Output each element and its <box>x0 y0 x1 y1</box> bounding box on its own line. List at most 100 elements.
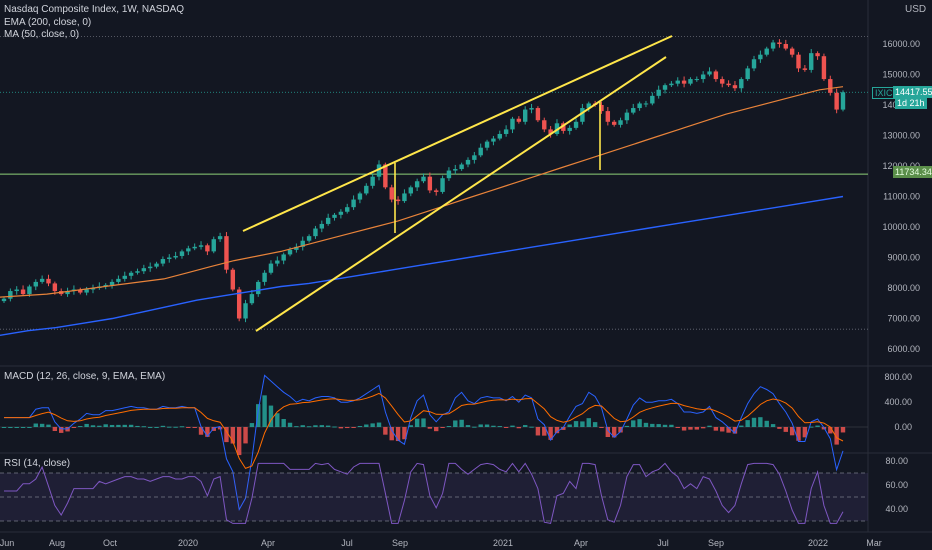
candle-body <box>624 112 630 121</box>
macd-hist-bar <box>675 427 680 428</box>
candle-body <box>681 80 687 84</box>
macd-hist-bar <box>97 425 102 427</box>
ema-legend[interactable]: EMA (200, close, 0) <box>4 17 92 28</box>
time-axis-tick: Sep <box>392 538 408 548</box>
candle-body <box>535 108 541 121</box>
candle-body <box>611 121 617 125</box>
macd-hist-bar <box>408 425 413 427</box>
candle-body <box>167 257 172 260</box>
candle-body <box>408 187 413 194</box>
candle-body <box>116 278 121 282</box>
candle-body <box>395 199 401 202</box>
candle-body <box>789 48 795 55</box>
macd-hist-bar <box>777 427 782 429</box>
candle-body <box>243 303 248 319</box>
candle-body <box>694 79 700 81</box>
candle-body <box>262 272 267 282</box>
macd-hist-bar <box>8 427 13 428</box>
macd-hist-bar <box>179 426 185 428</box>
macd-hist-bar <box>758 417 763 427</box>
candle-body <box>103 284 108 287</box>
price-axis-tick: 9000.00 <box>887 253 920 263</box>
price-axis-tick: 15000.00 <box>882 70 920 80</box>
candle-body <box>84 289 89 293</box>
candle-body <box>46 278 51 284</box>
macd-hist-bar <box>160 425 166 427</box>
candle-body <box>491 138 496 142</box>
macd-hist-bar <box>713 427 719 431</box>
macd-hist-bar <box>783 427 788 432</box>
macd-hist-bar <box>497 426 502 428</box>
macd-hist-bar <box>249 423 255 427</box>
macd-hist-bar <box>828 427 833 434</box>
macd-hist-bar <box>275 413 280 427</box>
macd-hist-bar <box>707 425 712 427</box>
macd-hist-bar <box>472 426 477 428</box>
macd-hist-bar <box>84 423 89 427</box>
candle-body <box>345 207 350 212</box>
macd-hist-bar <box>230 427 236 444</box>
candle-body <box>764 48 769 55</box>
candle-body <box>211 239 216 252</box>
macd-hist-bar <box>300 425 305 427</box>
macd-hist-bar <box>459 419 464 427</box>
candle-body <box>78 289 83 293</box>
candle-body <box>567 127 572 131</box>
candle-body <box>548 129 553 134</box>
time-axis-tick: Mar <box>866 538 882 548</box>
macd-hist-bar <box>313 425 318 427</box>
candle-body <box>802 68 808 70</box>
candle-body <box>707 71 712 75</box>
macd-hist-bar <box>243 427 248 444</box>
ma-legend[interactable]: MA (50, close, 0) <box>4 29 80 40</box>
macd-hist-bar <box>522 425 528 427</box>
candle-body <box>446 170 452 179</box>
macd-hist-bar <box>421 418 426 427</box>
macd-hist-bar <box>414 418 420 427</box>
time-axis-tick: Sep <box>708 538 724 548</box>
candle-body <box>186 248 191 252</box>
candle-body <box>751 59 757 69</box>
macd-hist-bar <box>605 427 611 438</box>
macd-hist-bar <box>224 427 229 443</box>
macd-hist-bar <box>732 427 738 434</box>
candle-body <box>497 133 502 139</box>
candle-body <box>434 190 439 192</box>
candle-body <box>224 236 229 270</box>
macd-hist-bar <box>147 426 153 428</box>
macd-hist-bar <box>751 417 757 427</box>
macd-hist-bar <box>561 427 566 430</box>
macd-hist-bar <box>720 427 725 432</box>
macd-hist-bar <box>46 424 51 427</box>
candle-body <box>605 111 611 122</box>
macd-hist-bar <box>809 426 814 428</box>
price-axis-tick: 11000.00 <box>883 192 920 202</box>
rsi-label[interactable]: RSI (14, close) <box>4 458 71 469</box>
macd-hist-bar <box>624 425 630 427</box>
candle-body <box>160 259 166 264</box>
macd-hist-bar <box>287 422 293 427</box>
time-axis-tick: Aug <box>49 538 65 548</box>
candle-body <box>726 83 731 86</box>
candle-body <box>65 291 70 295</box>
macd-hist-bar <box>611 427 617 438</box>
candle-body <box>834 92 839 110</box>
candle-body <box>249 294 255 304</box>
macd-hist-bar <box>173 426 178 428</box>
macd-hist-bar <box>135 425 140 427</box>
macd-hist-bar <box>52 427 58 432</box>
macd-hist-bar <box>376 422 382 427</box>
macd-hist-bar <box>236 427 242 456</box>
macd-hist-bar <box>503 427 509 428</box>
candle-body <box>389 187 394 200</box>
currency-label[interactable]: USD <box>905 4 927 15</box>
macd-hist-bar <box>345 427 350 429</box>
candle-body <box>529 108 534 110</box>
candle-body <box>465 159 471 165</box>
candle-body <box>256 281 261 295</box>
candle-body <box>205 245 210 252</box>
macd-hist-bar <box>39 423 45 427</box>
macd-label[interactable]: MACD (12, 26, close, 9, EMA, EMA) <box>4 371 166 382</box>
macd-hist-bar <box>141 426 147 428</box>
